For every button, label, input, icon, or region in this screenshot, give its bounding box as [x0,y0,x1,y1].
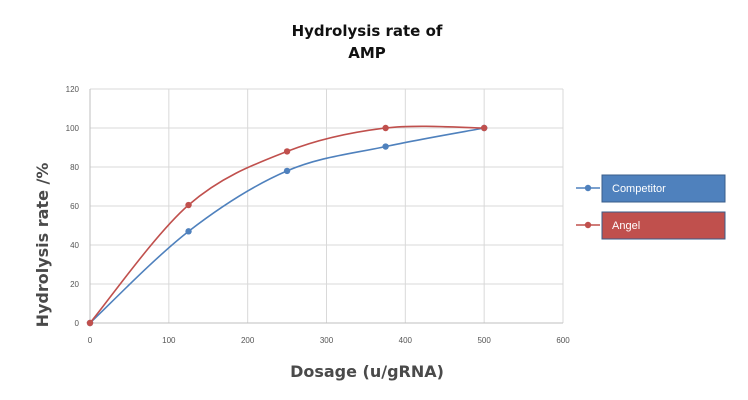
data-point-competitor [283,167,291,175]
legend-box-angel [601,211,726,240]
data-point-angel [86,319,94,327]
y-tick-label: 0 [75,319,80,328]
y-tick-labels: 0 20 40 60 80 100 120 [66,85,80,328]
x-axis-title: Dosage (u/gRNA) [290,362,444,381]
legend-label-angel: Angel [612,220,640,232]
x-tick-label: 200 [241,336,255,345]
x-tick-label: 400 [399,336,413,345]
y-tick-label: 20 [70,280,79,289]
y-tick-label: 100 [66,124,80,133]
y-tick-label: 120 [66,85,80,94]
series-line-competitor [89,127,485,324]
y-tick-label: 80 [70,163,79,172]
axes [89,89,563,324]
y-tick-label: 40 [70,241,79,250]
chart-title-line-1: Hydrolysis rate of [292,22,443,40]
data-point-competitor [382,143,389,150]
x-tick-label: 100 [162,336,176,345]
data-point-angel [283,148,291,155]
grid [90,88,564,323]
legend-marker-competitor [584,184,592,192]
data-point-angel [185,201,192,209]
data-point-angel [480,124,488,132]
data-point-competitor [185,228,192,235]
x-tick-label: 0 [88,336,93,345]
y-axis-title: Hydrolysis rate /% [33,163,52,328]
data-point-angel [382,124,389,132]
legend: Competitor Angel [576,174,726,240]
y-tick-label: 60 [70,202,79,211]
series [86,124,488,327]
x-tick-label: 600 [556,336,570,345]
legend-label-competitor: Competitor [612,183,666,195]
x-tick-label: 300 [320,336,334,345]
x-tick-label: 500 [477,336,491,345]
legend-box-competitor [601,174,726,203]
x-tick-labels: 0 100 200 300 400 500 600 [88,336,570,345]
chart-title-line-2: AMP [348,44,386,62]
legend-marker-angel [584,221,592,229]
series-line-angel [89,125,485,324]
